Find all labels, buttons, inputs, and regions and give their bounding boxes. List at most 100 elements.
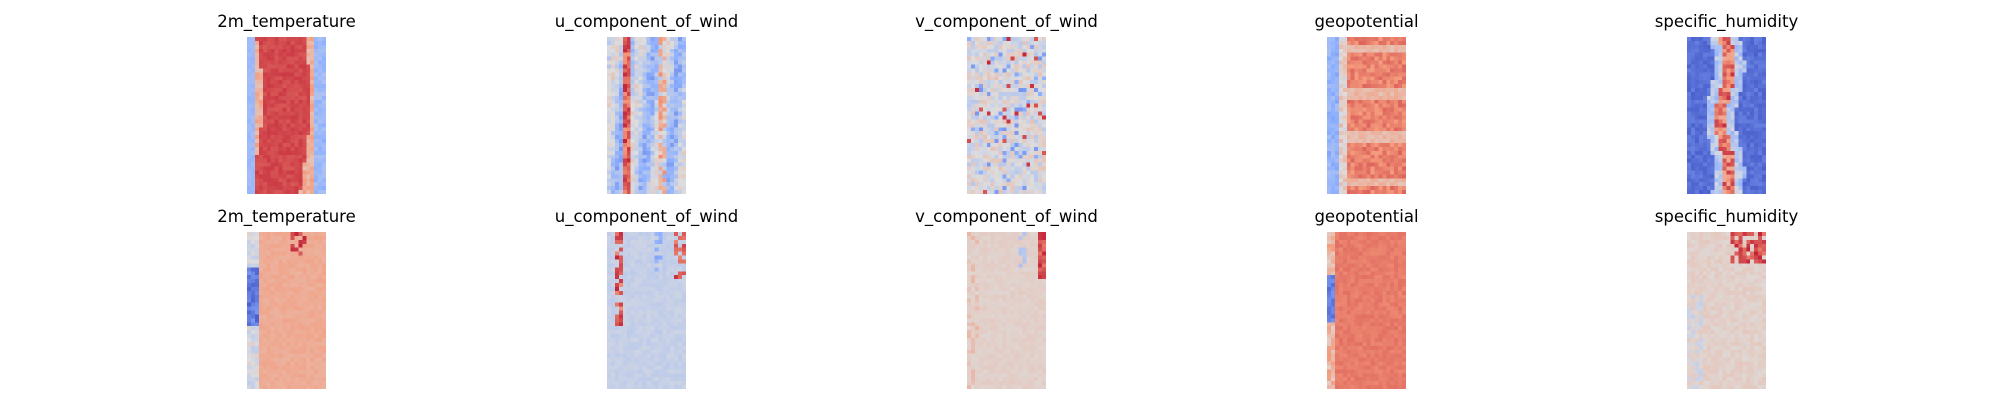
heatmap-cell [1687,115,1692,120]
heatmap-cell [282,76,287,81]
heatmap-cell [262,286,267,291]
heatmap-cell [614,127,619,132]
heatmap-cell [1338,95,1343,100]
heatmap-cell [282,365,287,370]
heatmap-cell [286,174,291,179]
heatmap-cell [1758,103,1763,108]
heatmap-cell [258,60,263,65]
heatmap-cell [1342,103,1347,108]
heatmap-cell [1726,88,1731,93]
heatmap-cell [1342,174,1347,179]
heatmap-cell [1687,52,1692,57]
heatmap-cell [294,334,299,339]
heatmap-cell [1362,178,1367,183]
heatmap-cell [1398,178,1403,183]
heatmap-cell [682,76,686,81]
heatmap-cell [1390,127,1395,132]
heatmap-cell [634,88,639,93]
heatmap-cell [622,127,627,132]
heatmap-cell [622,174,627,179]
heatmap-cell [286,135,291,140]
heatmap-cell [1334,178,1339,183]
heatmap-cell [258,286,263,291]
heatmap-cell [646,232,651,237]
heatmap-cell [1358,166,1363,171]
heatmap-cell [622,247,627,252]
heatmap-cell [270,294,275,299]
heatmap-cell [1722,146,1727,151]
heatmap-cell [974,103,979,108]
heatmap-cell [1714,190,1719,194]
heatmap-cell [626,166,631,171]
heatmap-cell [266,259,271,264]
heatmap-cell [262,275,267,280]
heatmap-cell [262,377,267,382]
heatmap-cell [630,182,635,187]
heatmap-cell [1330,76,1335,81]
heatmap-cell [1026,170,1031,175]
heatmap-cell [986,107,991,112]
heatmap-cell [1687,88,1692,93]
heatmap-cell [1746,142,1751,147]
heatmap-cell [1386,37,1391,42]
heatmap-cell [1342,115,1347,120]
heatmap-cell [266,330,271,335]
heatmap-cell [274,341,279,346]
heatmap-cell [982,52,987,57]
heatmap-cell [1738,64,1743,69]
heatmap-cell [607,127,612,132]
heatmap-cell [1330,80,1335,85]
heatmap-cell [1402,119,1406,124]
heatmap-cell [670,142,675,147]
heatmap-cell [318,326,323,331]
heatmap-cell [1354,91,1359,96]
heatmap-cell [1710,115,1715,120]
heatmap-cell [1334,60,1339,65]
heatmap-cell [290,349,295,354]
heatmap-cell [1386,80,1391,85]
heatmap-cell [1398,182,1403,187]
heatmap-cell [982,170,987,175]
heatmap-cell [1026,190,1031,194]
heatmap-cell [1698,72,1703,77]
heatmap-cell [626,154,631,159]
heatmap-cell [1714,107,1719,112]
heatmap-cell [682,150,686,155]
heatmap-cell [1346,107,1351,112]
heatmap-cell [974,158,979,163]
heatmap-cell [1042,56,1046,61]
heatmap-cell [678,99,683,104]
heatmap-cell [978,186,983,191]
heatmap-cell [1698,131,1703,136]
heatmap-cell [1706,52,1711,57]
heatmap-cell [322,334,326,339]
heatmap-cell [990,111,995,116]
heatmap-cell [1390,103,1395,108]
heatmap-cell [1038,123,1043,128]
heatmap-cell [1002,56,1007,61]
heatmap-cell [1338,88,1343,93]
heatmap-cell [1022,190,1027,194]
heatmap-cell [1738,84,1743,89]
heatmap-cell [1742,103,1747,108]
heatmap-cell [1738,115,1743,120]
heatmap-cell [322,247,326,252]
heatmap-cell [254,182,259,187]
heatmap-cell [1690,76,1695,81]
heatmap-cell [262,298,267,303]
heatmap-cell [254,341,259,346]
heatmap-cell [302,235,307,240]
heatmap-cell [250,283,255,288]
heatmap-cell [286,294,291,299]
heatmap-cell [638,166,643,171]
heatmap-cell [982,111,987,116]
heatmap-cell [302,290,307,295]
heatmap-cell [1710,162,1715,167]
heatmap-cell [270,267,275,272]
heatmap-cell [262,111,267,116]
heatmap-cell [1734,146,1739,151]
heatmap-cell [642,80,647,85]
heatmap-cell [1378,48,1383,53]
heatmap-cell [322,373,326,378]
heatmap-cell [270,334,275,339]
